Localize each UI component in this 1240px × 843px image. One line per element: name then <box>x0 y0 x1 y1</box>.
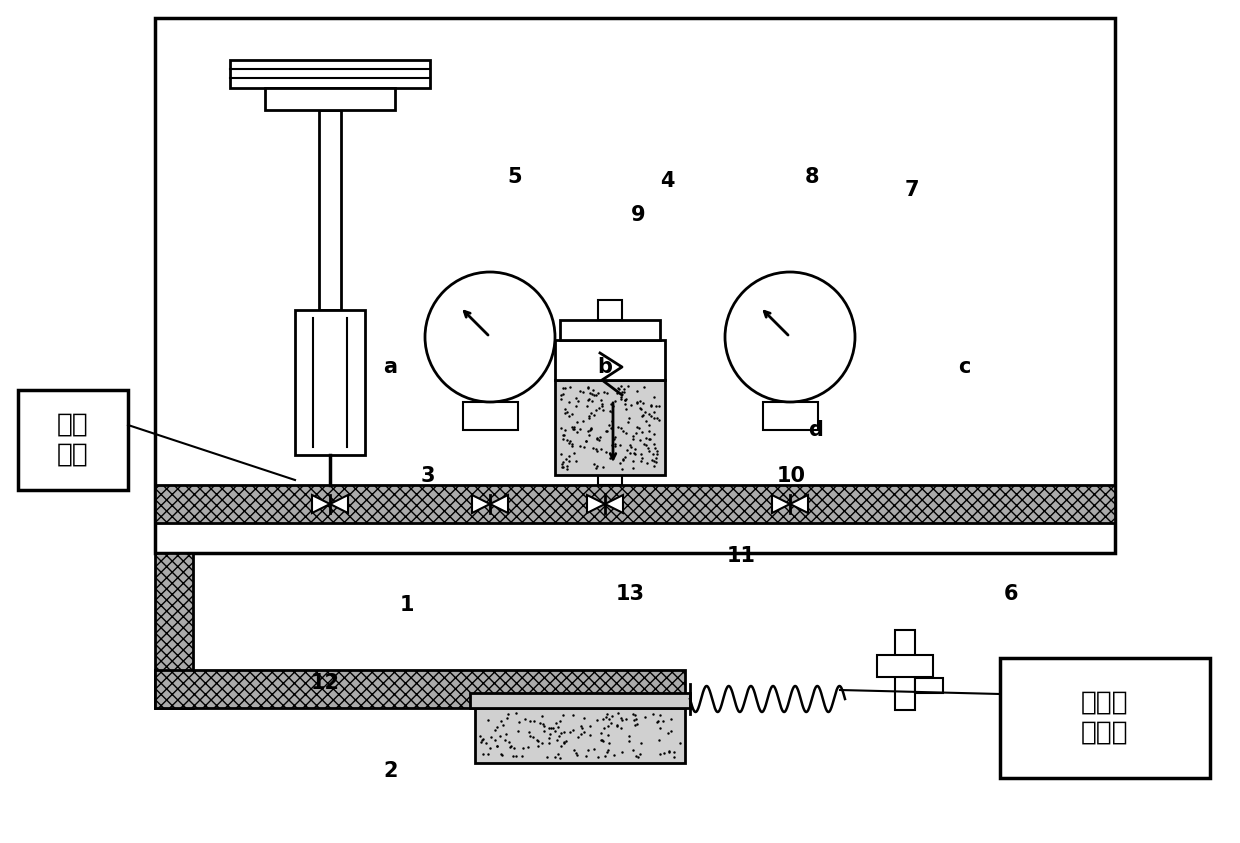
Text: 12: 12 <box>310 673 340 693</box>
Bar <box>155 485 1115 523</box>
Bar <box>265 88 396 110</box>
Bar <box>463 402 518 430</box>
Text: 6: 6 <box>1003 584 1018 604</box>
Polygon shape <box>790 495 808 513</box>
Bar <box>999 658 1210 778</box>
Polygon shape <box>312 495 330 513</box>
Bar <box>19 390 128 490</box>
Text: 1: 1 <box>399 595 414 615</box>
Circle shape <box>725 272 856 402</box>
Text: 压力发
生部分: 压力发 生部分 <box>1081 690 1128 746</box>
Bar <box>319 110 341 310</box>
Polygon shape <box>330 495 348 513</box>
Text: 11: 11 <box>727 546 756 566</box>
Bar <box>295 310 365 455</box>
Polygon shape <box>490 495 508 513</box>
Polygon shape <box>472 495 490 513</box>
Polygon shape <box>587 495 605 513</box>
Circle shape <box>425 272 556 402</box>
Text: c: c <box>959 357 971 377</box>
Bar <box>155 553 193 708</box>
Bar <box>556 340 665 380</box>
Text: 9: 9 <box>631 205 646 225</box>
Bar <box>155 18 1115 553</box>
Text: b: b <box>598 357 613 377</box>
Text: 5: 5 <box>507 167 522 187</box>
Text: 2: 2 <box>383 761 398 781</box>
Bar <box>895 630 915 710</box>
Text: d: d <box>808 420 823 440</box>
Bar <box>475 708 684 763</box>
Bar <box>155 670 684 708</box>
Bar <box>470 693 689 708</box>
Bar <box>598 475 622 485</box>
Bar <box>915 678 942 693</box>
Text: a: a <box>383 357 398 377</box>
Text: 10: 10 <box>776 466 806 486</box>
Text: 7: 7 <box>904 180 919 200</box>
Bar <box>598 300 622 320</box>
Bar <box>763 402 818 430</box>
Text: 4: 4 <box>660 171 675 191</box>
Polygon shape <box>605 495 622 513</box>
Text: 13: 13 <box>615 584 645 604</box>
Bar <box>560 320 660 340</box>
Bar <box>556 380 665 475</box>
Text: 测量
部分: 测量 部分 <box>57 412 89 468</box>
Text: 3: 3 <box>420 466 435 486</box>
Bar <box>229 60 430 88</box>
Text: 8: 8 <box>805 167 820 187</box>
Polygon shape <box>773 495 790 513</box>
Bar <box>877 655 932 677</box>
